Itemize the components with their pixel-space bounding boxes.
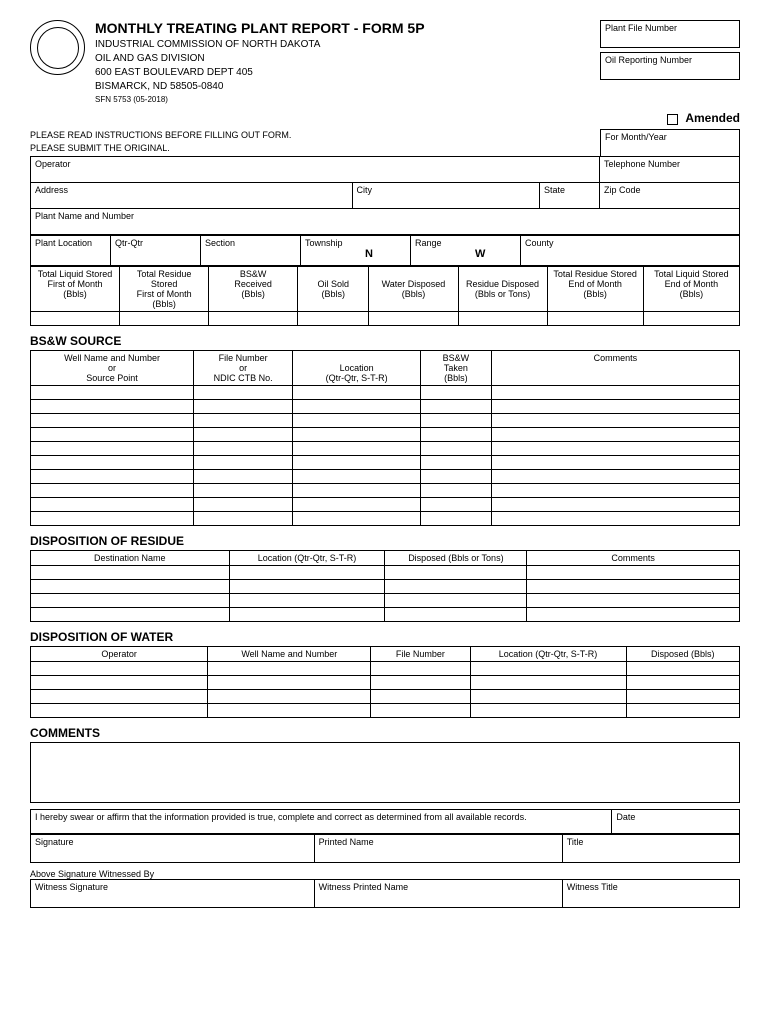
witness-label: Above Signature Witnessed By bbox=[30, 869, 740, 879]
seal-icon bbox=[30, 20, 85, 75]
zip-field[interactable]: Zip Code bbox=[600, 183, 740, 209]
amended-row: Amended bbox=[30, 111, 740, 125]
plant-location-label: Plant Location bbox=[31, 236, 111, 266]
range-field[interactable]: Range W bbox=[411, 236, 521, 266]
city-field[interactable]: City bbox=[352, 183, 539, 209]
title-field[interactable]: Title bbox=[562, 835, 739, 863]
form-title: MONTHLY TREATING PLANT REPORT - FORM 5P bbox=[95, 20, 590, 36]
oil-reporting-box[interactable]: Oil Reporting Number bbox=[600, 52, 740, 80]
residue-title: DISPOSITION OF RESIDUE bbox=[30, 534, 740, 548]
address-line2: BISMARCK, ND 58505-0840 bbox=[95, 80, 590, 94]
org-name: INDUSTRIAL COMMISSION OF NORTH DAKOTA bbox=[95, 38, 590, 52]
amended-label: Amended bbox=[685, 111, 740, 125]
instructions-row: PLEASE READ INSTRUCTIONS BEFORE FILLING … bbox=[30, 129, 740, 156]
printed-name-field[interactable]: Printed Name bbox=[314, 835, 562, 863]
affirm-text: I hereby swear or affirm that the inform… bbox=[31, 810, 612, 834]
comments-title: COMMENTS bbox=[30, 726, 740, 740]
residue-table: Destination Name Location (Qtr-Qtr, S-T-… bbox=[30, 550, 740, 622]
telephone-field[interactable]: Telephone Number bbox=[600, 157, 740, 183]
operator-field[interactable]: Operator bbox=[31, 157, 600, 183]
township-field[interactable]: Township N bbox=[301, 236, 411, 266]
division-name: OIL AND GAS DIVISION bbox=[95, 52, 590, 66]
plant-file-box[interactable]: Plant File Number bbox=[600, 20, 740, 48]
instruction-line2: PLEASE SUBMIT THE ORIGINAL. bbox=[30, 142, 600, 155]
witness-signature-field[interactable]: Witness Signature bbox=[31, 880, 315, 908]
qtr-field[interactable]: Qtr-Qtr bbox=[111, 236, 201, 266]
state-field[interactable]: State bbox=[540, 183, 600, 209]
month-year-box[interactable]: For Month/Year bbox=[600, 129, 740, 156]
operator-table: Operator Telephone Number Address City S… bbox=[30, 156, 740, 235]
witness-title-field[interactable]: Witness Title bbox=[562, 880, 739, 908]
bsw-table: Well Name and NumberorSource Point File … bbox=[30, 350, 740, 526]
sfn-number: SFN 5753 (05-2018) bbox=[95, 94, 590, 105]
signature-table: Signature Printed Name Title bbox=[30, 834, 740, 863]
totals-table: Total Liquid StoredFirst of Month(Bbls) … bbox=[30, 266, 740, 326]
form-header: MONTHLY TREATING PLANT REPORT - FORM 5P … bbox=[30, 20, 740, 105]
witness-table: Witness Signature Witness Printed Name W… bbox=[30, 879, 740, 908]
date-field[interactable]: Date bbox=[612, 810, 740, 834]
instructions-text: PLEASE READ INSTRUCTIONS BEFORE FILLING … bbox=[30, 129, 600, 156]
water-table: Operator Well Name and Number File Numbe… bbox=[30, 646, 740, 718]
address-field[interactable]: Address bbox=[31, 183, 353, 209]
witness-printed-field[interactable]: Witness Printed Name bbox=[314, 880, 562, 908]
comments-box[interactable] bbox=[31, 743, 740, 803]
location-table: Plant Location Qtr-Qtr Section Township … bbox=[30, 235, 740, 266]
water-title: DISPOSITION OF WATER bbox=[30, 630, 740, 644]
header-text: MONTHLY TREATING PLANT REPORT - FORM 5P … bbox=[95, 20, 590, 105]
bsw-title: BS&W SOURCE bbox=[30, 334, 740, 348]
plant-name-field[interactable]: Plant Name and Number bbox=[31, 209, 740, 235]
comments-table bbox=[30, 742, 740, 803]
section-field[interactable]: Section bbox=[201, 236, 301, 266]
signature-field[interactable]: Signature bbox=[31, 835, 315, 863]
affirmation-table: I hereby swear or affirm that the inform… bbox=[30, 809, 740, 834]
county-field[interactable]: County bbox=[521, 236, 740, 266]
amended-checkbox[interactable] bbox=[667, 114, 678, 125]
header-boxes: Plant File Number Oil Reporting Number bbox=[600, 20, 740, 80]
address-line1: 600 EAST BOULEVARD DEPT 405 bbox=[95, 66, 590, 80]
instruction-line1: PLEASE READ INSTRUCTIONS BEFORE FILLING … bbox=[30, 129, 600, 142]
